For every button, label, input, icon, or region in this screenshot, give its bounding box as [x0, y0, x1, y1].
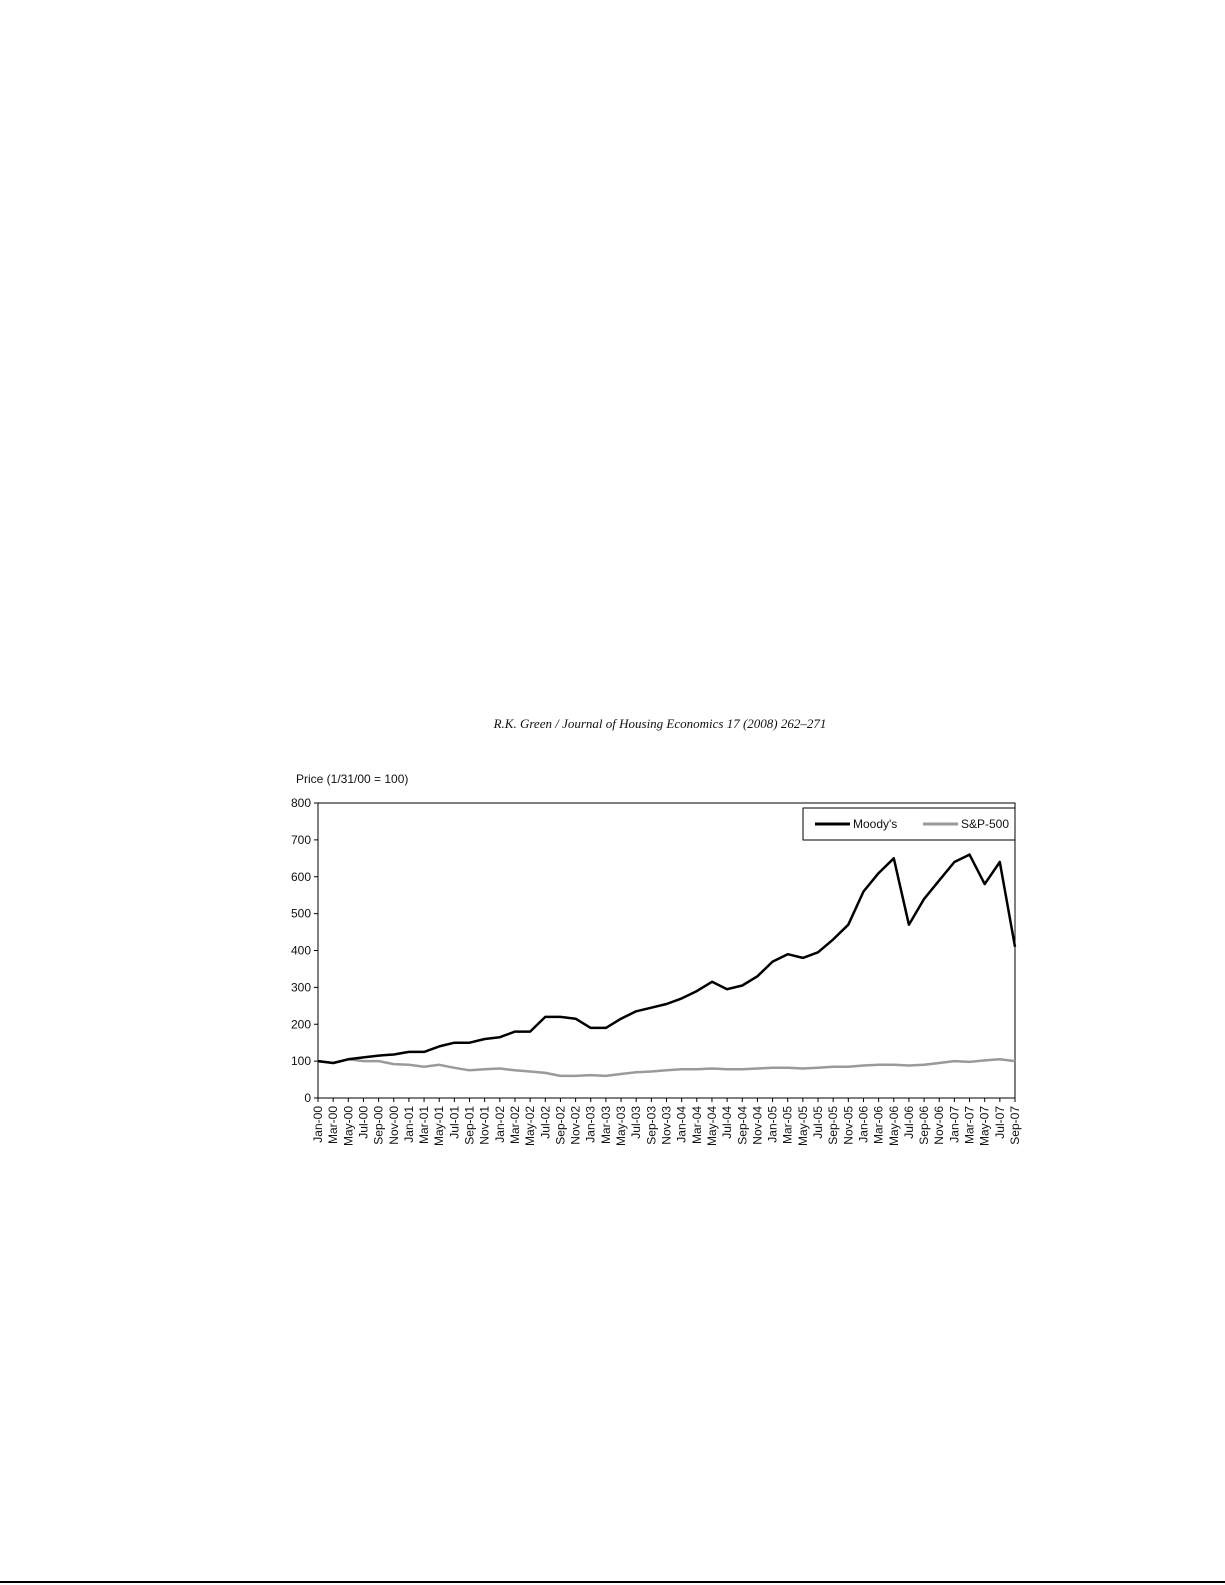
- legend-label: S&P-500: [961, 817, 1009, 831]
- x-tick-label: Nov-00: [387, 1106, 401, 1145]
- x-tick-label: Jan-03: [584, 1106, 598, 1143]
- x-tick-label: Sep-00: [372, 1106, 386, 1145]
- x-tick-label: May-06: [887, 1106, 901, 1146]
- x-tick-label: Mar-03: [599, 1106, 613, 1144]
- y-axis-label: Price (1/31/00 = 100): [296, 772, 408, 786]
- x-tick-label: Mar-01: [417, 1106, 431, 1144]
- x-tick-label: May-01: [432, 1106, 446, 1146]
- legend-label: Moody's: [853, 817, 897, 831]
- x-tick-label: Sep-04: [735, 1106, 749, 1145]
- x-tick-label: Jan-06: [856, 1106, 870, 1143]
- x-tick-label: Nov-05: [841, 1106, 855, 1145]
- x-tick-label: Nov-06: [932, 1106, 946, 1145]
- x-tick-label: Jul-00: [356, 1106, 370, 1139]
- x-tick-label: Jan-01: [402, 1106, 416, 1143]
- y-tick-label: 300: [291, 980, 311, 994]
- x-tick-label: Mar-07: [963, 1106, 977, 1144]
- x-tick-label: Mar-05: [781, 1106, 795, 1144]
- x-tick-label: Sep-07: [1008, 1106, 1022, 1145]
- x-tick-label: Sep-01: [463, 1106, 477, 1145]
- x-tick-label: Jan-07: [947, 1106, 961, 1143]
- x-tick-label: Mar-06: [872, 1106, 886, 1144]
- y-tick-label: 600: [291, 870, 311, 884]
- x-tick-label: Nov-03: [660, 1106, 674, 1145]
- x-tick-label: Mar-04: [690, 1106, 704, 1144]
- x-tick-label: May-00: [341, 1106, 355, 1146]
- running-head: R.K. Green / Journal of Housing Economic…: [493, 716, 827, 731]
- x-tick-label: Nov-04: [750, 1106, 764, 1145]
- series-line: [317, 853, 1017, 1065]
- series-line: [317, 1058, 1016, 1078]
- y-tick-label: 100: [291, 1054, 311, 1068]
- x-tick-label: Jan-02: [493, 1106, 507, 1143]
- x-tick-label: Jul-01: [447, 1106, 461, 1139]
- x-tick-label: Jul-02: [538, 1106, 552, 1139]
- x-tick-label: Sep-02: [553, 1106, 567, 1145]
- y-tick-label: 800: [291, 796, 311, 810]
- x-tick-label: Jul-05: [811, 1106, 825, 1139]
- x-tick-label: May-02: [523, 1106, 537, 1146]
- y-tick-label: 400: [291, 944, 311, 958]
- x-tick-label: Sep-03: [644, 1106, 658, 1145]
- x-tick-label: Jul-06: [902, 1106, 916, 1139]
- x-tick-label: Jul-07: [993, 1106, 1007, 1139]
- plot-frame: [317, 802, 1016, 1099]
- y-tick-label: 200: [291, 1017, 311, 1031]
- x-tick-label: Mar-00: [326, 1106, 340, 1144]
- x-tick-label: Jul-03: [629, 1106, 643, 1139]
- y-tick-label: 700: [291, 833, 311, 847]
- x-tick-label: Sep-05: [826, 1106, 840, 1145]
- x-tick-label: Jan-04: [675, 1106, 689, 1143]
- x-tick-label: Nov-02: [569, 1106, 583, 1145]
- x-tick-label: Jan-05: [766, 1106, 780, 1143]
- y-tick-label: 0: [304, 1091, 311, 1105]
- x-tick-label: Mar-02: [508, 1106, 522, 1144]
- x-tick-label: Jul-04: [720, 1106, 734, 1139]
- x-tick-label: Jan-00: [311, 1106, 325, 1143]
- x-tick-label: May-04: [705, 1106, 719, 1146]
- x-tick-label: Sep-06: [917, 1106, 931, 1145]
- x-tick-label: May-07: [978, 1106, 992, 1146]
- x-tick-label: May-05: [796, 1106, 810, 1146]
- x-tick-label: Nov-01: [478, 1106, 492, 1145]
- x-tick-label: May-03: [614, 1106, 628, 1146]
- y-tick-label: 500: [291, 907, 311, 921]
